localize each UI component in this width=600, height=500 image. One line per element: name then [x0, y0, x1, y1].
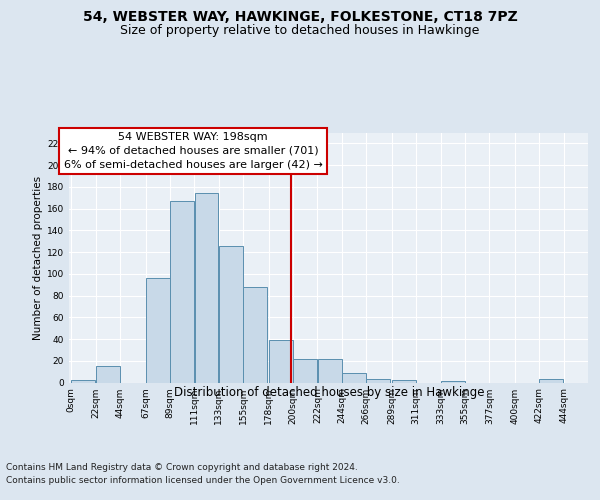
Bar [244, 287, 267, 382]
Text: Contains public sector information licensed under the Open Government Licence v3: Contains public sector information licen… [6, 476, 400, 485]
Bar [317, 358, 341, 382]
Bar [367, 379, 391, 382]
Bar [194, 194, 218, 382]
Bar [96, 366, 120, 382]
Bar [293, 358, 317, 382]
Text: Size of property relative to detached houses in Hawkinge: Size of property relative to detached ho… [121, 24, 479, 37]
Text: 54, WEBSTER WAY, HAWKINGE, FOLKESTONE, CT18 7PZ: 54, WEBSTER WAY, HAWKINGE, FOLKESTONE, C… [83, 10, 517, 24]
Bar [342, 372, 366, 382]
Bar [71, 380, 95, 382]
Y-axis label: Number of detached properties: Number of detached properties [33, 176, 43, 340]
Text: 54 WEBSTER WAY: 198sqm
← 94% of detached houses are smaller (701)
6% of semi-det: 54 WEBSTER WAY: 198sqm ← 94% of detached… [64, 132, 323, 170]
Bar [146, 278, 170, 382]
Text: Distribution of detached houses by size in Hawkinge: Distribution of detached houses by size … [173, 386, 484, 399]
Bar [219, 246, 243, 382]
Bar [170, 201, 194, 382]
Text: Contains HM Land Registry data © Crown copyright and database right 2024.: Contains HM Land Registry data © Crown c… [6, 462, 358, 471]
Bar [269, 340, 293, 382]
Bar [539, 379, 563, 382]
Bar [392, 380, 416, 382]
